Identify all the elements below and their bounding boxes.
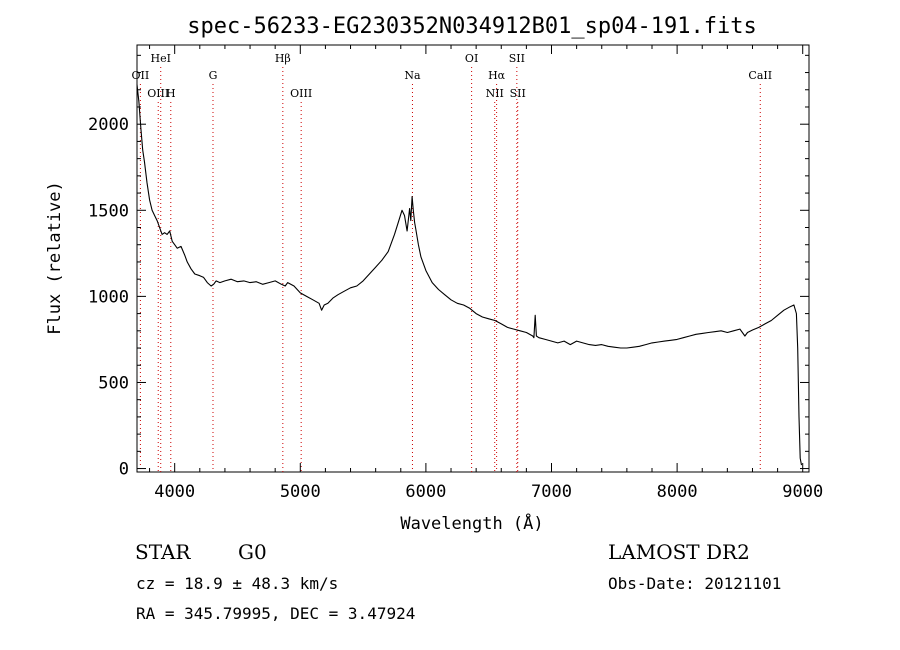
line-marker-label: G — [209, 69, 218, 82]
axis-ticks: 4000 5000 6000 7000 8000 9000 0 500 1000 1500 2000 — [88, 45, 823, 502]
x-tick-label: 9000 — [782, 482, 823, 502]
line-marker-label: OI — [465, 52, 478, 65]
y-tick-label: 1000 — [88, 287, 129, 307]
redshift-velocity: cz = 18.9 ± 48.3 km/s — [136, 574, 339, 593]
plot-frame — [136, 44, 810, 473]
spectral-class: G0 — [238, 540, 267, 564]
y-tick-label: 0 — [119, 460, 129, 480]
line-marker-label: Hβ — [275, 52, 291, 65]
object-type: STAR — [135, 540, 191, 564]
line-marker-label: HeI — [151, 52, 171, 65]
spectrum-chart: spec-56233-EG230352N034912B01_sp04-191.f… — [45, 14, 823, 534]
line-marker-label: OII — [132, 69, 150, 82]
observation-date: Obs-Date: 20121101 — [608, 574, 782, 593]
sky-coordinates: RA = 345.79995, DEC = 3.47924 — [136, 604, 416, 623]
y-tick-label: 500 — [98, 373, 129, 393]
x-tick-label: 4000 — [154, 482, 195, 502]
line-marker-label: CaII — [748, 69, 772, 82]
survey-name: LAMOST DR2 — [608, 540, 750, 564]
x-tick-label: 6000 — [405, 482, 446, 502]
chart-title: spec-56233-EG230352N034912B01_sp04-191.f… — [187, 14, 757, 39]
line-marker-label: SII — [509, 52, 525, 65]
line-marker-label: H — [166, 87, 176, 100]
x-tick-label: 8000 — [657, 482, 698, 502]
x-axis-label: Wavelength (Å) — [400, 512, 543, 534]
x-tick-label: 5000 — [280, 482, 321, 502]
line-marker-label: OIII — [290, 87, 312, 100]
line-marker-label: NII — [486, 87, 504, 100]
spectrum-series-line — [136, 84, 803, 466]
y-tick-label: 1500 — [88, 201, 129, 221]
line-marker-label: Na — [404, 69, 421, 82]
x-tick-label: 7000 — [531, 482, 572, 502]
series-group — [136, 84, 803, 466]
line-marker-label: Hα — [488, 69, 506, 82]
line-marker-label: OIII — [147, 87, 169, 100]
line-marker-label: SII — [510, 87, 526, 100]
y-tick-label: 2000 — [88, 115, 129, 135]
y-axis-label: Flux (relative) — [45, 181, 65, 335]
